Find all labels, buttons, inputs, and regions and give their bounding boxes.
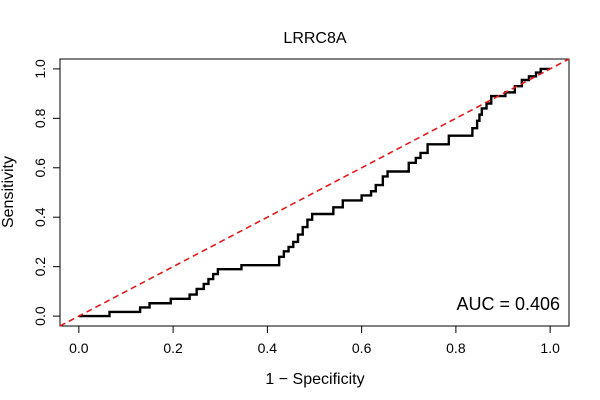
x-tick-label: 1.0 [540,340,560,356]
x-axis: 0.0 0.2 0.4 0.6 0.8 1.0 [69,325,560,356]
reference-diagonal-line [59,58,570,327]
chart-title: LRRC8A [283,30,346,47]
y-axis-label: Sensitivity [0,156,17,228]
x-axis-label: 1 − Specificity [265,371,364,388]
y-tick-label: 0.8 [32,108,48,128]
x-tick-label: 0.8 [446,340,466,356]
auc-annotation: AUC = 0.406 [456,294,560,314]
y-tick-label: 0.4 [32,207,48,227]
plot-frame [59,58,570,327]
y-tick-label: 1.0 [32,59,48,79]
series-layer [59,58,570,327]
y-axis: 0.0 0.2 0.4 0.6 0.8 1.0 [32,59,61,326]
y-tick-label: 0.0 [32,306,48,326]
x-tick-label: 0.6 [352,340,372,356]
y-tick-label: 0.2 [32,257,48,277]
x-tick-label: 0.4 [258,340,278,356]
y-tick-label: 0.6 [32,158,48,178]
roc-curve [78,67,551,318]
x-tick-label: 0.2 [163,340,183,356]
x-tick-label: 0.0 [69,340,89,356]
